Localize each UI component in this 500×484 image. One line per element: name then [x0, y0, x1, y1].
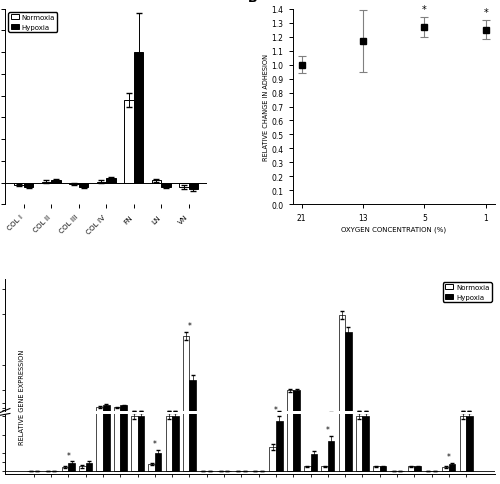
- Bar: [155, 453, 162, 471]
- Bar: [172, 416, 179, 471]
- Bar: [270, 413, 276, 415]
- Bar: [270, 447, 276, 471]
- Bar: [414, 467, 421, 471]
- Bar: [86, 463, 92, 471]
- Bar: [293, 166, 300, 471]
- Bar: [69, 183, 79, 184]
- Bar: [52, 181, 61, 183]
- Bar: [166, 411, 172, 415]
- Bar: [442, 467, 449, 471]
- Bar: [179, 183, 188, 188]
- Bar: [460, 411, 466, 415]
- Bar: [62, 467, 68, 471]
- Bar: [114, 408, 120, 415]
- Bar: [161, 183, 171, 188]
- Bar: [293, 390, 300, 415]
- Bar: [190, 380, 196, 415]
- Bar: [321, 467, 328, 471]
- Bar: [276, 411, 282, 415]
- Bar: [276, 421, 282, 471]
- Bar: [338, 316, 345, 415]
- Bar: [103, 406, 110, 415]
- Bar: [24, 183, 34, 188]
- Bar: [134, 53, 143, 183]
- Bar: [148, 464, 155, 471]
- Bar: [449, 464, 456, 471]
- Bar: [172, 411, 179, 415]
- Bar: [96, 408, 103, 415]
- Bar: [155, 414, 162, 415]
- Text: *: *: [188, 322, 192, 331]
- Bar: [120, 352, 127, 471]
- X-axis label: OXYGEN CONCENTRATION (%): OXYGEN CONCENTRATION (%): [341, 226, 446, 232]
- Bar: [380, 467, 386, 471]
- Bar: [345, 332, 352, 415]
- Bar: [373, 467, 380, 471]
- Bar: [138, 411, 144, 415]
- Bar: [79, 467, 86, 471]
- Y-axis label: RELATIVE CHANGE IN ADHESION: RELATIVE CHANGE IN ADHESION: [262, 54, 268, 161]
- Text: *: *: [66, 451, 70, 460]
- Bar: [42, 182, 51, 183]
- Bar: [152, 181, 161, 183]
- Bar: [328, 413, 334, 415]
- Bar: [345, 0, 352, 471]
- Bar: [190, 44, 196, 471]
- Bar: [79, 183, 88, 188]
- Bar: [310, 414, 317, 415]
- Bar: [106, 179, 116, 183]
- Bar: [114, 374, 120, 471]
- Bar: [338, 0, 345, 471]
- Bar: [166, 416, 172, 471]
- Bar: [14, 183, 24, 185]
- Bar: [183, 337, 190, 415]
- Bar: [138, 416, 144, 471]
- Text: *: *: [153, 439, 157, 448]
- Bar: [356, 411, 362, 415]
- Bar: [408, 467, 414, 471]
- Bar: [466, 411, 472, 415]
- Bar: [96, 182, 106, 183]
- Bar: [304, 467, 310, 471]
- Legend: Normoxia, Hypoxia: Normoxia, Hypoxia: [443, 283, 492, 302]
- Bar: [356, 416, 362, 471]
- Bar: [362, 411, 369, 415]
- Text: *: *: [447, 452, 451, 461]
- Bar: [310, 454, 317, 471]
- Bar: [286, 390, 293, 415]
- Bar: [183, 0, 190, 471]
- Legend: Normoxia, Hypoxia: Normoxia, Hypoxia: [8, 13, 57, 33]
- Bar: [188, 183, 198, 190]
- Bar: [131, 411, 138, 415]
- Bar: [466, 416, 472, 471]
- Bar: [124, 101, 134, 183]
- Text: *: *: [274, 406, 278, 414]
- Bar: [96, 374, 103, 471]
- Text: *: *: [326, 425, 330, 434]
- Text: B: B: [248, 0, 258, 5]
- Bar: [328, 441, 334, 471]
- Bar: [120, 406, 127, 415]
- Bar: [131, 416, 138, 471]
- Bar: [103, 352, 110, 471]
- Text: RELATIVE GENE EXPRESSION: RELATIVE GENE EXPRESSION: [20, 349, 26, 444]
- Text: *: *: [484, 8, 488, 18]
- Bar: [68, 463, 75, 471]
- Text: *: *: [422, 5, 427, 15]
- Bar: [286, 166, 293, 471]
- Bar: [460, 416, 466, 471]
- Bar: [362, 416, 369, 471]
